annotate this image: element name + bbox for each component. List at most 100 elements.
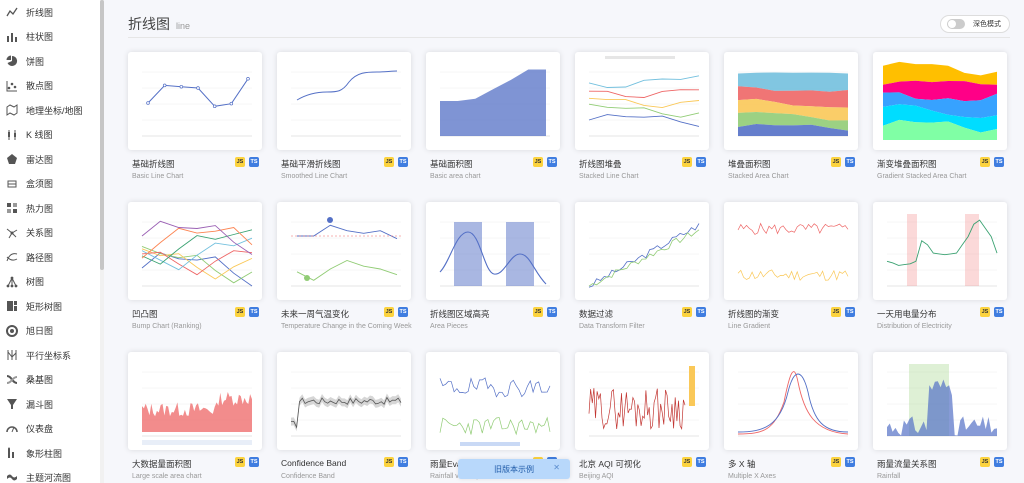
chart-thumbnail-temperature[interactable] bbox=[277, 202, 411, 300]
ts-badge[interactable]: TS bbox=[696, 307, 706, 317]
js-badge[interactable]: JS bbox=[682, 157, 692, 167]
chart-thumbnail-gradient-stacked[interactable] bbox=[873, 52, 1007, 150]
close-icon[interactable]: ✕ bbox=[553, 463, 560, 472]
ts-badge[interactable]: TS bbox=[696, 457, 706, 467]
example-title[interactable]: 堆叠面积图 bbox=[728, 159, 771, 169]
example-title[interactable]: 折线图的渐变 bbox=[728, 309, 780, 319]
sidebar-item-pictorial-bar[interactable]: 象形柱图 bbox=[0, 441, 103, 466]
example-title[interactable]: 未来一周气温变化 bbox=[281, 309, 350, 319]
ts-badge[interactable]: TS bbox=[398, 457, 408, 467]
chart-thumbnail-area-pieces[interactable] bbox=[426, 202, 560, 300]
js-badge[interactable]: JS bbox=[235, 307, 245, 317]
chart-thumbnail-stacked-line[interactable] bbox=[575, 52, 709, 150]
example-title[interactable]: 雨量流量关系图 bbox=[877, 459, 937, 469]
sidebar-item-line-chart[interactable]: 折线图 bbox=[0, 0, 103, 25]
chart-thumbnail-stacked-area[interactable] bbox=[724, 52, 858, 150]
js-badge[interactable]: JS bbox=[533, 157, 543, 167]
sidebar-item-radar[interactable]: 雷达图 bbox=[0, 147, 103, 172]
ts-badge[interactable]: TS bbox=[994, 157, 1004, 167]
example-title[interactable]: 大数据量面积图 bbox=[132, 459, 192, 469]
js-badge[interactable]: JS bbox=[235, 457, 245, 467]
js-badge[interactable]: JS bbox=[831, 157, 841, 167]
sidebar-item-gauge[interactable]: 仪表盘 bbox=[0, 417, 103, 442]
chart-thumbnail-basic-area[interactable] bbox=[426, 52, 560, 150]
chart-thumbnail-smooth-line[interactable] bbox=[277, 52, 411, 150]
ts-badge[interactable]: TS bbox=[845, 457, 855, 467]
js-badge[interactable]: JS bbox=[980, 457, 990, 467]
chart-thumbnail-basic-line[interactable] bbox=[128, 52, 262, 150]
chart-thumbnail-confidence[interactable] bbox=[277, 352, 411, 450]
example-subtitle: Distribution of Electricity bbox=[877, 323, 952, 330]
ts-badge[interactable]: TS bbox=[696, 157, 706, 167]
example-title[interactable]: Confidence Band bbox=[281, 458, 347, 468]
sidebar-item-heatmap[interactable]: 热力图 bbox=[0, 196, 103, 221]
toast-label[interactable]: 旧版本示例 bbox=[494, 464, 534, 474]
ts-badge[interactable]: TS bbox=[994, 307, 1004, 317]
sidebar-item-tree[interactable]: 树图 bbox=[0, 270, 103, 295]
ts-badge[interactable]: TS bbox=[547, 157, 557, 167]
example-title[interactable]: 北京 AQI 可视化 bbox=[579, 459, 641, 469]
chart-thumbnail-bump[interactable] bbox=[128, 202, 262, 300]
chart-thumbnail-line-gradient[interactable] bbox=[724, 202, 858, 300]
sidebar-item-candlestick[interactable]: K 线图 bbox=[0, 123, 103, 148]
js-badge[interactable]: JS bbox=[235, 157, 245, 167]
js-badge[interactable]: JS bbox=[831, 307, 841, 317]
js-badge[interactable]: JS bbox=[682, 307, 692, 317]
legacy-examples-toast[interactable]: 旧版本示例 ✕ bbox=[458, 459, 570, 479]
sidebar-item-treemap[interactable]: 矩形树图 bbox=[0, 294, 103, 319]
example-title[interactable]: 基础折线图 bbox=[132, 159, 175, 169]
example-title[interactable]: 凹凸图 bbox=[132, 309, 158, 319]
ts-badge[interactable]: TS bbox=[845, 157, 855, 167]
js-badge[interactable]: JS bbox=[980, 307, 990, 317]
example-title[interactable]: 渐变堆叠面积图 bbox=[877, 159, 937, 169]
sidebar-item-graph[interactable]: 关系图 bbox=[0, 221, 103, 246]
ts-badge[interactable]: TS bbox=[845, 307, 855, 317]
sidebar-item-label: 盒须图 bbox=[26, 179, 54, 190]
chart-thumbnail-rainfall-evap[interactable] bbox=[426, 352, 560, 450]
sidebar-item-sunburst[interactable]: 旭日图 bbox=[0, 319, 103, 344]
js-badge[interactable]: JS bbox=[384, 457, 394, 467]
ts-badge[interactable]: TS bbox=[547, 307, 557, 317]
example-title[interactable]: 数据过滤 bbox=[579, 309, 614, 319]
js-badge[interactable]: JS bbox=[682, 457, 692, 467]
js-badge[interactable]: JS bbox=[831, 457, 841, 467]
chart-thumbnail-electricity[interactable] bbox=[873, 202, 1007, 300]
sidebar-item-funnel[interactable]: 漏斗图 bbox=[0, 392, 103, 417]
example-title[interactable]: 基础平滑折线图 bbox=[281, 159, 341, 169]
example-title[interactable]: 折线图区域高亮 bbox=[430, 309, 490, 319]
example-title[interactable]: 基础面积图 bbox=[430, 159, 473, 169]
js-badge[interactable]: JS bbox=[384, 157, 394, 167]
ts-badge[interactable]: TS bbox=[249, 457, 259, 467]
sidebar-item-lines[interactable]: 路径图 bbox=[0, 245, 103, 270]
example-title[interactable]: 多 X 轴 bbox=[728, 459, 756, 469]
ts-badge[interactable]: TS bbox=[249, 157, 259, 167]
sidebar-item-parallel[interactable]: 平行坐标系 bbox=[0, 343, 103, 368]
radar-icon bbox=[6, 153, 18, 165]
dark-mode-toggle[interactable]: 深色模式 bbox=[940, 15, 1010, 33]
toggle-switch-icon[interactable] bbox=[947, 19, 965, 29]
chart-thumbnail-aqi[interactable] bbox=[575, 352, 709, 450]
ts-badge[interactable]: TS bbox=[398, 307, 408, 317]
js-badge[interactable]: JS bbox=[384, 307, 394, 317]
sidebar-item-sankey[interactable]: 桑基图 bbox=[0, 368, 103, 393]
sidebar-item-bar-chart[interactable]: 柱状图 bbox=[0, 25, 103, 50]
js-badge[interactable]: JS bbox=[980, 157, 990, 167]
chart-thumbnail-multi-x[interactable] bbox=[724, 352, 858, 450]
sidebar-item-boxplot[interactable]: 盒须图 bbox=[0, 172, 103, 197]
ts-badge[interactable]: TS bbox=[249, 307, 259, 317]
chart-thumbnail-large-area[interactable] bbox=[128, 352, 262, 450]
sidebar-item-pie-chart[interactable]: 饼图 bbox=[0, 49, 103, 74]
js-badge[interactable]: JS bbox=[533, 307, 543, 317]
ts-badge[interactable]: TS bbox=[398, 157, 408, 167]
sidebar-item-map[interactable]: 地理坐标/地图 bbox=[0, 98, 103, 123]
sidebar-item-scatter-chart[interactable]: 散点图 bbox=[0, 74, 103, 99]
chart-thumbnail-rainfall[interactable] bbox=[873, 352, 1007, 450]
example-title[interactable]: 一天用电量分布 bbox=[877, 309, 937, 319]
sidebar-item-label: 象形柱图 bbox=[26, 448, 63, 459]
sidebar-item-theme-river[interactable]: 主题河流图 bbox=[0, 466, 103, 483]
sidebar-scrollbar-thumb[interactable] bbox=[100, 0, 104, 270]
ts-badge[interactable]: TS bbox=[994, 457, 1004, 467]
line-chart-icon bbox=[6, 6, 18, 18]
example-title[interactable]: 折线图堆叠 bbox=[579, 159, 622, 169]
chart-thumbnail-filter[interactable] bbox=[575, 202, 709, 300]
